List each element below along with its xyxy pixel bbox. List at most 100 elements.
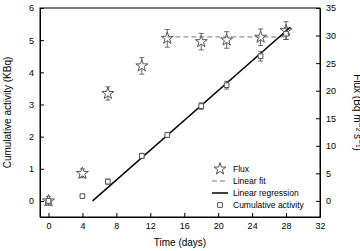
y2-tick-label: 30 [326,31,336,41]
error-cap [199,102,204,103]
legend-label: Flux [233,164,250,174]
x-tick: 20 [214,213,224,231]
line [93,27,291,201]
x-tick: 24 [248,213,258,231]
x-tick: 16 [180,213,190,231]
point [284,31,289,36]
error-cap [258,61,263,62]
y2-tick: 35 [316,3,336,13]
error-cap [165,29,170,30]
x-tick-label: 24 [248,221,258,231]
y2-tick: 25 [316,58,336,68]
x-tick-mark [82,213,83,217]
error-bar [284,28,289,40]
x-tick-mark [116,213,117,217]
point [80,194,85,199]
x-tick-label: 4 [80,221,85,231]
legend: Flux Linear fit Linear regression Cumulativ… [212,163,305,210]
error-cap [224,89,229,90]
x-tick-mark [184,213,185,217]
y2-tick-label: 5 [326,169,331,179]
x-tick: 12 [146,213,156,231]
x-tick-label: 20 [214,221,224,231]
legend-marker [218,203,223,208]
marks [42,22,292,206]
x-tick: 4 [80,213,85,231]
point [136,60,148,71]
x-axis-title: Time (days) [154,237,206,248]
y-tick-label: 4 [29,68,34,78]
legend-entry: Linear regression [212,188,299,198]
error-bar [258,51,263,61]
y-tick-mark [40,40,44,41]
legend-entry: Linear fit [212,176,266,186]
y2-tick-label: 20 [326,86,336,96]
error-cap [284,21,289,22]
x-tick: 28 [282,213,292,231]
legend-label: Linear fit [233,176,266,186]
y-tick-mark [40,201,44,202]
y2-axis: 0 5 10 15 20 25 30 35 [316,3,336,217]
y2-tick: 15 [316,114,336,124]
error-cap [258,51,263,52]
series-2 [93,27,291,201]
frame [40,8,320,217]
y2-axis-line [320,9,321,218]
y2-tick-label: 25 [326,58,336,68]
x-tick-label: 0 [46,221,51,231]
y-tick: 0 [29,196,44,206]
error-cap [258,45,263,46]
y2-tick: 0 [316,196,331,206]
error-bar [165,132,170,137]
error-bar [80,194,85,197]
error-bar [105,179,110,184]
series-0 [42,22,292,206]
y-tick: 3 [29,100,44,110]
y-tick-label: 6 [29,3,34,13]
error-cap [199,109,204,110]
y-tick-mark [40,72,44,73]
y2-tick: 30 [316,31,336,41]
y2-tick-mark [316,173,320,174]
point [106,179,111,184]
point [102,87,114,98]
y2-tick-label: 10 [326,141,336,151]
x-tick-mark [218,213,219,217]
x-tick-label: 32 [315,221,325,231]
legend-entry: Flux [214,163,250,174]
y2-tick-label: 0 [326,196,331,206]
error-cap [284,39,289,40]
y2-tick-mark [316,91,320,92]
y2-tick-label: 15 [326,114,336,124]
y2-tick: 10 [316,141,336,151]
y2-tick: 5 [316,169,331,179]
error-bar [224,81,229,89]
error-cap [284,27,289,28]
y-tick-label: 5 [29,36,34,46]
point [224,83,229,88]
error-cap [105,100,110,101]
y-tick: 2 [29,132,44,142]
y-tick-mark [40,137,44,138]
x-tick-mark [48,213,49,217]
y-axis-line [40,9,41,218]
error-bar [139,153,144,158]
y2-tick-mark [316,118,320,119]
point [139,154,144,159]
chart: 048121620242832012345605101520253035Flux… [0,0,360,251]
legend-label: Cumulative activity [233,200,305,210]
y2-tick-mark [316,63,320,64]
y2-axis-title: Flux (Bq m⁻² s⁻¹) [352,74,360,151]
y2-tick-label: 35 [326,3,336,13]
x-tick-label: 16 [180,221,190,231]
y-axis: 0 1 2 3 4 5 6 [29,3,44,217]
y-tick: 6 [29,3,44,13]
y-tick: 1 [29,164,44,174]
error-cap [224,81,229,82]
x-tick-mark [286,213,287,217]
x-tick-label: 28 [282,221,292,231]
error-cap [199,49,204,50]
x-tick-mark [252,213,253,217]
y-tick-mark [40,169,44,170]
point [42,195,54,206]
